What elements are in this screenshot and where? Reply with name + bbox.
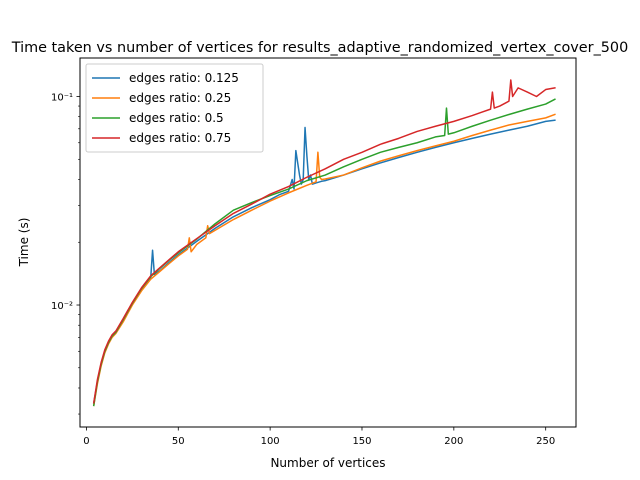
series-line-3 (92, 79, 556, 404)
series-line-1 (92, 113, 556, 407)
y-tick-label-0: 10⁻² (51, 301, 73, 312)
x-axis: 0 50 100 150 200 250 (83, 427, 555, 447)
legend-label-0: edges ratio: 0.125 (129, 71, 239, 85)
legend-label-2: edges ratio: 0.5 (129, 111, 224, 125)
y-axis-label: Time (s) (17, 218, 31, 268)
x-tick-label-3: 150 (352, 436, 371, 447)
x-axis-label: Number of vertices (270, 456, 385, 470)
legend-box (85, 63, 264, 153)
x-tick-label-0: 0 (83, 436, 89, 447)
x-tick-label-5: 250 (536, 436, 555, 447)
series-lines (92, 79, 556, 407)
x-tick-label-2: 100 (261, 436, 280, 447)
x-tick-label-1: 50 (172, 436, 185, 447)
legend-label-3: edges ratio: 0.75 (129, 131, 231, 145)
plot-area (79, 57, 577, 428)
y-axis: 10⁻² 10⁻¹ (51, 93, 80, 415)
y-tick-label-1: 10⁻¹ (51, 93, 73, 104)
legend-label-1: edges ratio: 0.25 (129, 91, 231, 105)
x-tick-label-4: 200 (444, 436, 463, 447)
chart-title: Time taken vs number of vertices for res… (11, 40, 629, 56)
legend: edges ratio: 0.125 edges ratio: 0.25 edges… (85, 63, 264, 153)
